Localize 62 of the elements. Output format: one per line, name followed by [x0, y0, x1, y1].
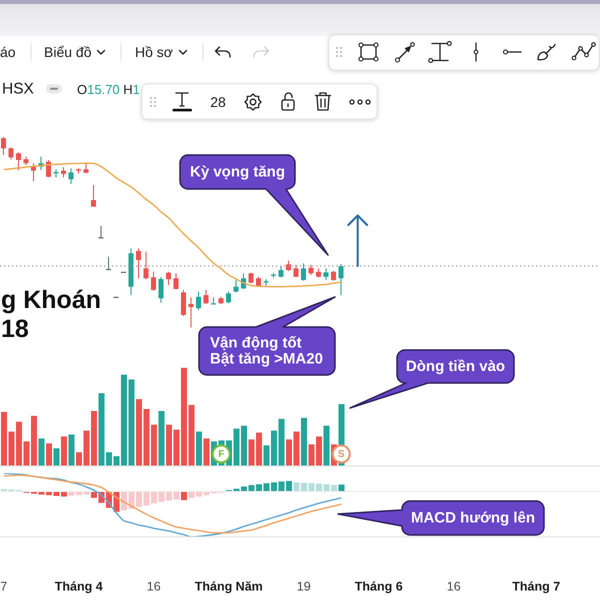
bar: [204, 438, 210, 466]
x-tick-label: 19: [296, 580, 311, 594]
x-tick-label: 16: [146, 580, 161, 594]
candlestick: [136, 248, 141, 279]
text: HSX: [2, 80, 35, 98]
candlestick: [188, 297, 194, 328]
x-tick-label: 16: [446, 580, 461, 594]
candlestick: [158, 276, 164, 304]
annotation: Dòng tiền vào: [406, 358, 506, 375]
candlestick: [278, 266, 284, 278]
x-tick-label: 7: [0, 580, 8, 594]
bar: [158, 410, 164, 466]
bar: [196, 432, 202, 466]
bar: [54, 448, 60, 466]
annotation: g Khoán 18: [1, 286, 101, 343]
x-tick-label: Tháng 4: [54, 580, 103, 594]
candlestick: [204, 289, 208, 305]
candlestick: [68, 168, 74, 185]
x-tick-label: Tháng Năm: [194, 580, 263, 594]
text: Biểu đồ: [44, 44, 92, 60]
candlestick: [91, 184, 96, 208]
bar: [301, 418, 307, 466]
text: Vận động tốt Bật tăng >MA20: [210, 334, 323, 368]
text: O15.70 H1: [77, 82, 140, 96]
candlestick: [286, 260, 291, 272]
annotation: F: [218, 449, 224, 460]
bar: [181, 491, 187, 500]
bar: [61, 436, 67, 466]
annotation: MACD hướng lên: [410, 510, 536, 526]
text: áo: [0, 44, 16, 60]
bar: [324, 426, 330, 466]
candlestick: [331, 270, 336, 282]
bar: [46, 443, 52, 466]
candlestick: [181, 289, 186, 317]
candlestick: [84, 162, 88, 174]
candlestick: [196, 291, 201, 310]
candlestick: [338, 263, 344, 296]
candlestick: [144, 251, 148, 280]
candlestick: [248, 272, 254, 284]
candlestick: [234, 279, 238, 293]
candlestick: [61, 166, 66, 178]
candlestick: [294, 264, 298, 278]
candlestick: [8, 146, 14, 160]
annotation: Kỳ vọng tăng: [190, 164, 286, 180]
candlestick: [16, 152, 21, 171]
candlestick: [226, 291, 231, 304]
candlestick: [324, 268, 328, 280]
candlestick: [174, 272, 178, 290]
candlestick: [301, 262, 306, 282]
candlestick: [151, 271, 156, 292]
candlestick: [1, 136, 6, 156]
bar: [338, 484, 344, 492]
text: 28: [210, 94, 226, 110]
candlestick: [46, 159, 51, 178]
x-tick-label: Tháng 6: [354, 580, 403, 594]
x-tick-label: Tháng 7: [512, 580, 560, 594]
annotation: S: [338, 449, 345, 460]
candlestick: [308, 264, 314, 276]
text: Hồ sơ: [135, 44, 173, 60]
candlestick: [166, 271, 171, 286]
bar: [38, 438, 44, 466]
bar: [68, 434, 74, 466]
